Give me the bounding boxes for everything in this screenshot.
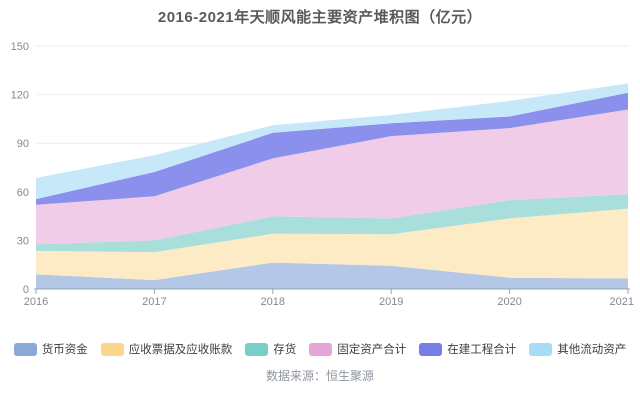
data-source-label: 数据来源：恒生聚源 [265, 369, 374, 383]
legend-label: 应收票据及应收账款 [128, 344, 233, 356]
area-series-0 [36, 262, 628, 289]
y-axis-label-90: 90 [17, 138, 29, 150]
legend-label: 在建工程合计 [447, 344, 517, 356]
legend-swatch-icon [309, 342, 333, 356]
y-axis-label-60: 60 [17, 187, 29, 199]
stacked-area-chart: 0 30 60 90 120 150 2016 2017 2018 2019 2020 2021 [11, 41, 634, 308]
area-series-1 [36, 208, 628, 281]
area-series-3 [36, 109, 628, 245]
legend-label: 存货 [273, 344, 297, 356]
legend-label: 货币资金 [41, 344, 88, 356]
y-axis-label-30: 30 [17, 235, 29, 247]
area-series-5 [36, 83, 628, 200]
legend-item-1[interactable]: 应收票据及应收账款 [100, 341, 233, 357]
y-axis-label-0: 0 [23, 284, 29, 296]
y-axis-label-120: 120 [11, 90, 29, 102]
y-axis-label-150: 150 [11, 41, 29, 53]
chart-title: 2016-2021年天顺风能主要资产堆积图（亿元） [157, 9, 483, 26]
x-axis-label-2017: 2017 [142, 296, 166, 308]
legend-swatch-icon [419, 342, 443, 356]
legend-swatch-icon [100, 342, 124, 356]
x-axis-label-2021: 2021 [610, 296, 634, 308]
x-axis-label-2019: 2019 [379, 296, 403, 308]
area-series-2 [36, 194, 628, 253]
legend-label: 其他流动资产 [557, 344, 627, 356]
x-axis-label-2016: 2016 [24, 296, 48, 308]
legend-item-0[interactable]: 货币资金 [13, 341, 88, 357]
legend-label: 固定资产合计 [337, 344, 407, 356]
legend-swatch-icon [529, 342, 553, 356]
legend-swatch-icon [13, 342, 37, 356]
legend-item-2[interactable]: 存货 [245, 341, 296, 357]
area-series-4 [36, 92, 628, 205]
x-axis-label-2018: 2018 [261, 296, 285, 308]
legend-swatch-icon [245, 342, 269, 356]
legend: 货币资金 应收票据及应收账款 存货 固定资产合计 在建工程合计 其他流动资产 [0, 341, 640, 357]
legend-item-5[interactable]: 其他流动资产 [529, 341, 626, 357]
x-axis-label-2020: 2020 [497, 296, 521, 308]
legend-item-4[interactable]: 在建工程合计 [419, 341, 516, 357]
legend-item-3[interactable]: 固定资产合计 [309, 341, 406, 357]
